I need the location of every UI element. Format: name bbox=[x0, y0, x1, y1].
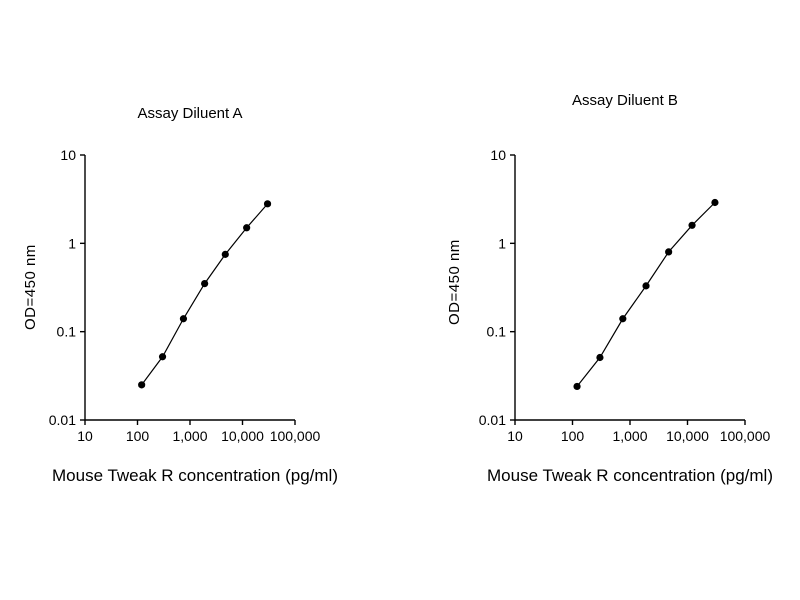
chart-title: Assay Diluent A bbox=[137, 105, 243, 122]
chart-title: Assay Diluent B bbox=[572, 92, 678, 109]
data-point bbox=[138, 381, 146, 389]
plot-area: 10 100 1,000 10,000 100,000 0.01 0.1 1 10 bbox=[479, 147, 771, 444]
y-tick-label: 1 bbox=[68, 235, 76, 251]
data-point bbox=[665, 248, 673, 256]
y-tick-label: 10 bbox=[490, 147, 506, 163]
data-point bbox=[688, 221, 696, 229]
x-tick-label: 10,000 bbox=[666, 428, 709, 444]
axes bbox=[514, 155, 745, 421]
y-tick-label: 0.01 bbox=[49, 412, 76, 428]
x-tick-label: 100,000 bbox=[720, 428, 771, 444]
x-tick-label: 100 bbox=[126, 428, 150, 444]
data-point bbox=[573, 382, 581, 391]
data-point bbox=[158, 353, 167, 361]
y-tick-label: 0.1 bbox=[487, 324, 507, 340]
y-tick-label: 1 bbox=[498, 235, 506, 251]
x-tick-label: 100 bbox=[561, 428, 585, 444]
data-point bbox=[179, 315, 188, 323]
data-point bbox=[263, 200, 272, 208]
data-point bbox=[596, 353, 604, 362]
x-axis-label: Mouse Tweak R concentration (pg/ml) bbox=[487, 466, 773, 485]
x-tick-label: 100,000 bbox=[270, 428, 321, 444]
x-tick-label: 10 bbox=[507, 428, 523, 444]
data-point bbox=[201, 280, 209, 288]
data-point bbox=[243, 224, 251, 232]
plot-area: 10 100 1,000 10,000 100,000 0.01 0.1 1 10 bbox=[49, 147, 321, 444]
y-tick-label: 10 bbox=[60, 147, 76, 163]
x-axis-label: Mouse Tweak R concentration (pg/ml) bbox=[52, 466, 338, 485]
y-tick-label: 0.01 bbox=[479, 412, 506, 428]
x-tick-label: 1,000 bbox=[172, 428, 207, 444]
y-tick-label: 0.1 bbox=[57, 324, 77, 340]
x-tick-label: 10 bbox=[77, 428, 93, 444]
data-point bbox=[642, 282, 650, 290]
data-point bbox=[221, 250, 229, 258]
data-point bbox=[711, 198, 719, 207]
data-point bbox=[619, 315, 627, 323]
x-tick-label: 10,000 bbox=[221, 428, 264, 444]
x-tick-label: 1,000 bbox=[612, 428, 647, 444]
